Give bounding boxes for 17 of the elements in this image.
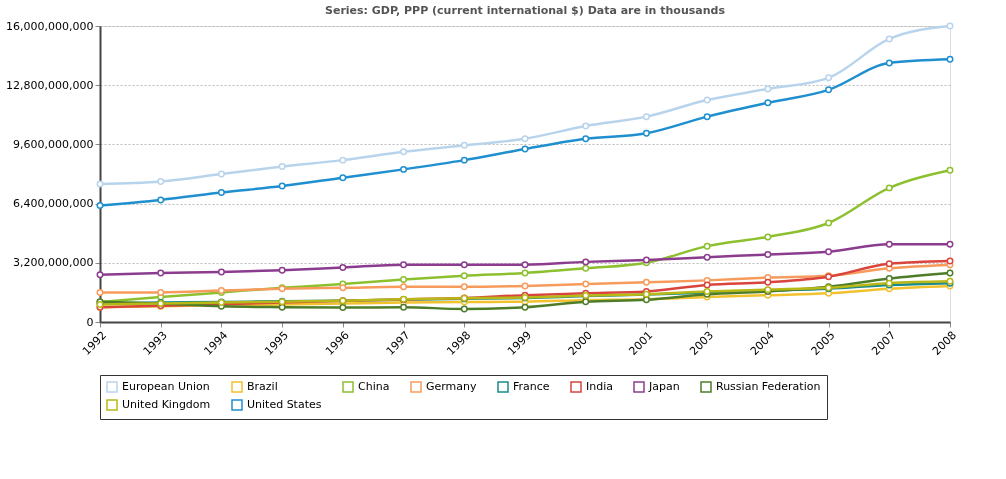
legend-label: China — [358, 380, 390, 393]
y-tick-label: 3,200,000,000 — [13, 256, 94, 270]
legend-label: United Kingdom — [122, 398, 211, 411]
chart-title: Series: GDP, PPP (current international $) Data are in thousands — [325, 4, 726, 17]
y-tick-label: 0 — [86, 315, 94, 329]
y-tick-label: 12,800,000,000 — [6, 78, 94, 92]
legend-label: United States — [247, 398, 322, 411]
legend-label: Japan — [648, 380, 680, 393]
legend-label: European Union — [122, 380, 210, 393]
legend-label: Brazil — [247, 380, 278, 393]
y-tick-label: 6,400,000,000 — [13, 197, 94, 211]
y-tick-label: 16,000,000,000 — [6, 19, 94, 33]
y-tick-label: 9,600,000,000 — [13, 137, 94, 151]
legend-label: Russian Federation — [716, 380, 821, 393]
legend-label: Germany — [426, 380, 478, 393]
legend-label: India — [586, 380, 613, 393]
legend-label: France — [513, 380, 550, 393]
